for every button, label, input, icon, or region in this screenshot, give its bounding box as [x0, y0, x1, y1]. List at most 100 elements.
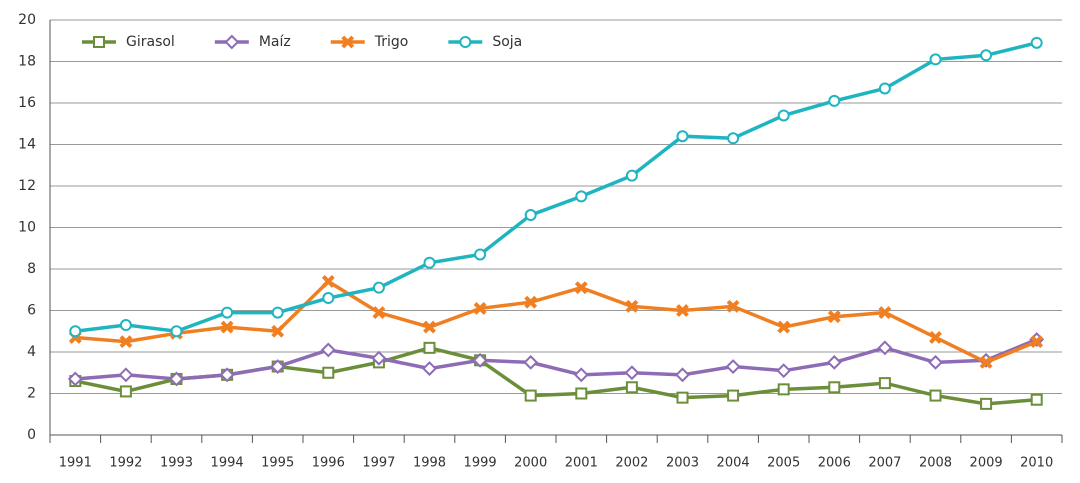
marker: [878, 377, 891, 390]
marker: [67, 371, 83, 387]
x-tick-label: 2009: [970, 456, 1003, 471]
marker: [726, 299, 740, 313]
marker: [524, 209, 537, 222]
marker: [776, 363, 792, 379]
marker: [777, 320, 791, 334]
marker: [1030, 335, 1044, 349]
x-tick-label: 2005: [767, 456, 800, 471]
marker: [574, 281, 588, 295]
y-tick-label: 16: [18, 95, 36, 111]
x-tick-label: 2002: [615, 456, 648, 471]
legend: Girasol Maíz Trigo Soja: [82, 34, 522, 50]
y-tick-label: 20: [18, 12, 36, 28]
marker: [270, 359, 286, 374]
marker: [524, 295, 538, 309]
marker: [929, 53, 942, 66]
marker: [575, 387, 588, 400]
marker: [828, 381, 841, 394]
legend-label: Girasol: [126, 34, 175, 50]
marker: [341, 35, 355, 49]
x-tick-label: 2006: [818, 456, 851, 471]
marker: [119, 385, 132, 398]
marker: [575, 190, 588, 203]
y-tick-label: 0: [27, 427, 36, 443]
x-tick-label: 1991: [59, 456, 92, 471]
marker: [979, 355, 993, 369]
marker: [1030, 393, 1043, 406]
y-tick-label: 2: [27, 386, 36, 402]
marker: [271, 324, 285, 338]
marker: [828, 94, 841, 107]
x-tick-label: 2004: [717, 456, 750, 471]
marker: [827, 310, 841, 324]
marker: [676, 304, 689, 317]
marker: [372, 306, 386, 319]
marker: [371, 350, 387, 366]
y-tick-label: 8: [27, 261, 36, 277]
y-tick-label: 10: [18, 220, 36, 236]
marker: [676, 130, 689, 143]
marker: [322, 366, 335, 379]
x-tick-label: 1992: [109, 456, 142, 471]
marker: [676, 391, 689, 404]
x-tick-label: 2001: [565, 456, 598, 471]
marker: [221, 306, 234, 319]
marker: [423, 320, 436, 334]
marker: [473, 302, 487, 315]
marker: [777, 109, 790, 122]
marker: [878, 82, 891, 95]
x-tick-label: 2008: [919, 456, 952, 471]
x-tick-label: 1999: [464, 456, 497, 471]
marker: [322, 292, 335, 305]
marker: [727, 132, 740, 145]
marker: [929, 389, 942, 402]
marker: [624, 365, 640, 381]
marker: [928, 354, 943, 370]
marker: [118, 367, 134, 383]
marker: [219, 367, 235, 383]
y-tick-label: 12: [18, 178, 36, 194]
marker: [878, 306, 892, 319]
marker: [725, 359, 741, 374]
marker: [321, 275, 335, 288]
legend-label: Maíz: [259, 34, 291, 50]
marker: [423, 256, 436, 269]
y-tick-label: 14: [18, 137, 36, 153]
legend-label: Trigo: [374, 34, 409, 50]
marker: [1030, 36, 1043, 49]
x-tick-label: 1994: [211, 456, 244, 471]
marker: [320, 342, 336, 358]
marker: [929, 331, 942, 344]
marker: [372, 281, 385, 294]
marker: [474, 248, 487, 261]
marker: [169, 371, 184, 387]
legend-label: Soja: [492, 34, 522, 50]
marker: [625, 169, 638, 182]
marker: [524, 389, 537, 402]
marker: [423, 341, 436, 354]
marker: [675, 367, 690, 383]
marker: [472, 352, 488, 368]
x-tick-label: 2010: [1020, 456, 1053, 471]
marker: [271, 306, 284, 319]
x-tick-label: 1995: [261, 456, 294, 471]
marker: [69, 325, 82, 338]
marker: [224, 34, 240, 50]
marker: [93, 36, 105, 48]
marker: [877, 340, 893, 356]
series-line: [75, 279, 1038, 365]
marker: [170, 325, 183, 338]
x-tick-label: 1993: [160, 456, 193, 471]
x-tick-label: 1996: [312, 456, 345, 471]
marker: [459, 36, 472, 48]
y-tick-label: 18: [18, 54, 36, 70]
marker: [220, 320, 234, 334]
y-tick-label: 4: [27, 344, 36, 360]
series-line: [75, 41, 1038, 334]
marker: [422, 361, 437, 377]
x-tick-label: 1997: [362, 456, 395, 471]
marker: [523, 354, 539, 370]
marker: [119, 335, 133, 349]
x-tick-label: 2003: [666, 456, 699, 471]
